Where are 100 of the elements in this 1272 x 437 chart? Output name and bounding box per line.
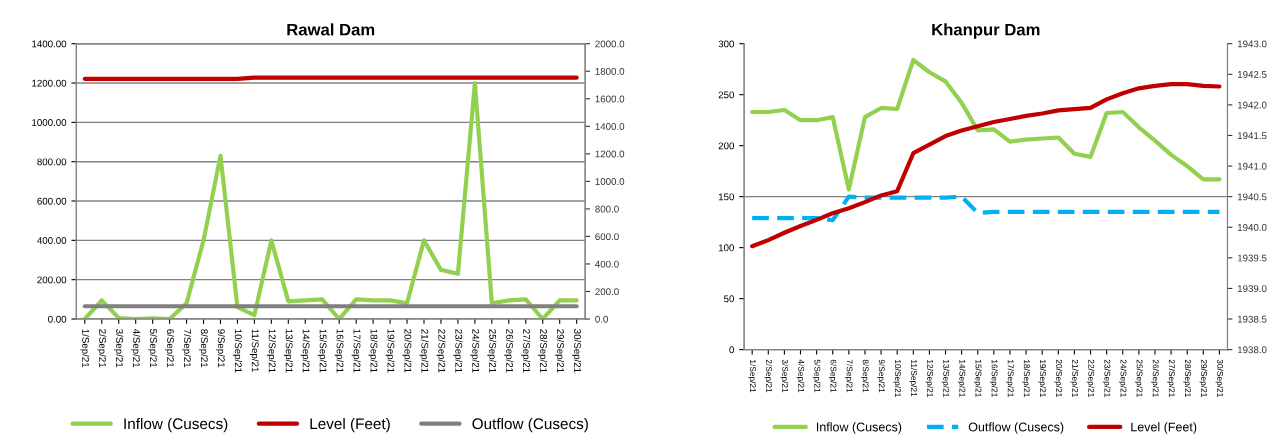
line-series [750, 81, 1222, 249]
x-tick-label: 28/Sep/21 [1183, 359, 1192, 397]
x-tick-label: 14/Sep/21 [300, 329, 310, 373]
y-tick-label: 100 [718, 244, 735, 252]
x-tick-label: 2/Sep/21 [764, 359, 773, 393]
y2-tick-label: 1941.5 [1237, 132, 1267, 140]
x-tick-label: 6/Sep/21 [165, 329, 175, 368]
legend-label: Outflow (Cusecs) [968, 422, 1064, 434]
x-tick-label: 30/Sep/21 [572, 329, 582, 373]
x-tick-label: 9/Sep/21 [877, 359, 885, 393]
x-tick-label: 28/Sep/21 [538, 329, 548, 373]
x-tick-label: 13/Sep/21 [941, 359, 950, 397]
x-tick-label: 3/Sep/21 [114, 329, 124, 368]
y2-tick-label: 1600.0 [595, 95, 625, 103]
x-tick-label: 16/Sep/21 [334, 329, 344, 373]
x-tick-label: 6/Sep/21 [828, 359, 837, 393]
x-tick-label: 13/Sep/21 [283, 329, 293, 373]
x-tick-label: 26/Sep/21 [504, 329, 514, 373]
legend-label: Level (Feet) [1131, 422, 1197, 434]
y-tick-label: 0.00 [48, 315, 67, 323]
x-tick-label: 27/Sep/21 [521, 329, 531, 373]
x-tick-label: 18/Sep/21 [1022, 359, 1030, 397]
x-tick-label: 4/Sep/21 [131, 328, 141, 368]
legend-label: Inflow (Cusecs) [124, 417, 228, 433]
chart-title: Khanpur Dam [932, 23, 1040, 39]
y2-tick-label: 1800.0 [595, 67, 625, 75]
y-tick-label: 300 [718, 40, 735, 48]
line-series [750, 57, 1222, 192]
y2-tick-label: 400.0 [595, 260, 619, 268]
y2-tick-label: 200.0 [595, 288, 619, 296]
y2-tick-label: 1938.0 [1237, 346, 1267, 354]
x-tick-label: 10/Sep/21 [232, 329, 242, 373]
x-tick-label: 27/Sep/21 [1167, 359, 1175, 397]
x-tick-label: 2/Sep/21 [97, 329, 107, 368]
x-tick-label: 25/Sep/21 [1134, 359, 1143, 397]
x-tick-label: 24/Sep/21 [1118, 359, 1127, 397]
x-tick-label: 19/Sep/21 [385, 329, 395, 373]
y-tick-label: 1000.00 [32, 119, 67, 126]
x-tick-label: 24/Sep/21 [470, 329, 480, 373]
line-series [750, 194, 1222, 223]
x-tick-label: 16/Sep/21 [989, 359, 998, 397]
y2-tick-label: 1200.0 [595, 150, 625, 158]
x-tick-label: 18/Sep/21 [368, 329, 378, 373]
x-tick-label: 9/Sep/21 [215, 329, 226, 368]
y-tick-label: 50 [723, 295, 735, 303]
x-tick-label: 15/Sep/21 [317, 329, 327, 373]
x-tick-label: 23/Sep/21 [453, 329, 463, 373]
y2-tick-label: 600.0 [595, 233, 619, 241]
y-tick-label: 600.00 [37, 197, 67, 205]
y-tick-label: 1400.00 [32, 40, 67, 48]
x-tick-label: 4/Sep/21 [796, 359, 805, 393]
x-tick-label: 23/Sep/21 [1102, 359, 1111, 397]
x-tick-label: 12/Sep/21 [266, 329, 276, 373]
x-tick-label: 19/Sep/21 [1038, 359, 1047, 397]
x-tick-label: 17/Sep/21 [351, 329, 361, 373]
x-tick-label: 21/Sep/21 [1070, 359, 1079, 397]
x-tick-label: 14/Sep/21 [957, 359, 966, 397]
y2-tick-label: 1942.5 [1237, 71, 1267, 78]
y-tick-label: 250 [718, 91, 735, 99]
y2-tick-label: 1938.5 [1237, 315, 1267, 323]
x-tick-label: 10/Sep/21 [893, 359, 902, 397]
x-tick-label: 20/Sep/21 [1054, 359, 1063, 397]
x-tick-label: 1/Sep/21 [80, 329, 90, 368]
y2-tick-label: 1941.0 [1237, 162, 1267, 170]
line-series [82, 80, 579, 320]
x-tick-label: 21/Sep/21 [419, 329, 429, 373]
y2-tick-label: 1400.0 [595, 123, 625, 130]
y2-tick-label: 1000.0 [595, 178, 625, 185]
y2-tick-label: 0.0 [595, 315, 608, 323]
y-tick-label: 200 [718, 142, 735, 150]
x-tick-label: 8/Sep/21 [861, 359, 869, 393]
x-tick-label: 26/Sep/21 [1151, 359, 1159, 397]
y2-tick-label: 1940.0 [1237, 223, 1267, 231]
x-tick-label: 20/Sep/21 [402, 329, 412, 373]
y2-tick-label: 2000.0 [595, 40, 625, 48]
x-tick-label: 15/Sep/21 [973, 359, 982, 397]
x-tick-label: 22/Sep/21 [1086, 359, 1095, 397]
y2-tick-label: 1939.0 [1237, 285, 1267, 293]
chart-title: Rawal Dam [287, 23, 375, 36]
y-tick-label: 200.00 [37, 276, 67, 284]
x-tick-label: 5/Sep/21 [148, 329, 158, 368]
x-tick-label: 11/Sep/21 [909, 359, 918, 397]
x-tick-label: 1/Sep/21 [748, 359, 757, 393]
y2-tick-label: 1943.0 [1237, 40, 1267, 48]
y-tick-label: 150 [718, 193, 735, 201]
y-tick-label: 800.00 [37, 158, 67, 166]
x-tick-label: 12/Sep/21 [925, 359, 934, 397]
x-tick-label: 29/Sep/21 [1199, 359, 1208, 397]
legend-label: Outflow (Cusecs) [472, 417, 588, 433]
x-tick-label: 29/Sep/21 [555, 329, 565, 373]
y-tick-label: 0 [729, 346, 735, 354]
y-tick-label: 1200.00 [32, 79, 67, 87]
x-tick-label: 22/Sep/21 [436, 329, 446, 373]
y2-tick-label: 1940.5 [1237, 193, 1267, 201]
legend-label: Inflow (Cusecs) [817, 422, 902, 434]
y2-tick-label: 800.0 [595, 205, 619, 213]
x-tick-label: 17/Sep/21 [1006, 359, 1014, 397]
x-tick-label: 30/Sep/21 [1215, 359, 1224, 397]
x-tick-label: 3/Sep/21 [780, 359, 789, 393]
legend-label: Level (Feet) [310, 417, 390, 433]
